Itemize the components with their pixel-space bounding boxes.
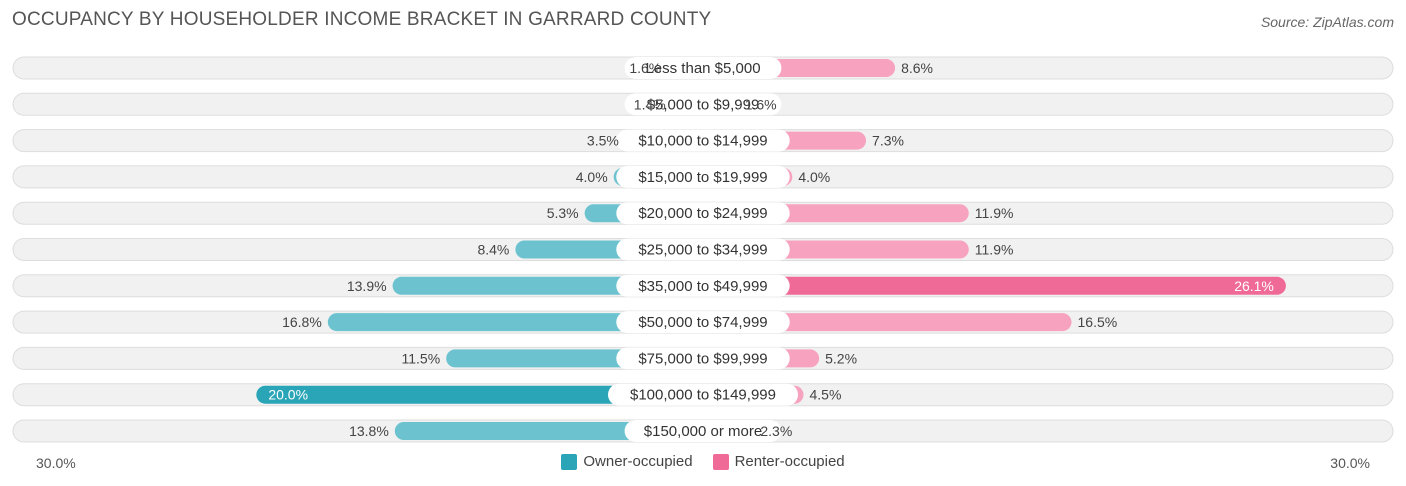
legend-label-owner: Owner-occupied <box>583 453 693 470</box>
owner-value-label: 5.3% <box>547 205 579 221</box>
renter-value-label: 2.3% <box>760 423 792 439</box>
owner-value-label: 8.4% <box>477 242 509 258</box>
category-pill <box>616 165 790 188</box>
category-label: $15,000 to $19,999 <box>638 169 767 186</box>
chart-title: OCCUPANCY BY HOUSEHOLDER INCOME BRACKET … <box>12 9 712 30</box>
category-label: $35,000 to $49,999 <box>638 278 767 295</box>
renter-value-label: 4.5% <box>810 387 842 403</box>
renter-value-label: 16.5% <box>1078 314 1118 330</box>
category-pill <box>616 202 790 225</box>
category-pill <box>624 420 782 442</box>
category-pill <box>616 238 790 261</box>
category-label: $5,000 to $9,999 <box>647 96 760 113</box>
category-label: $10,000 to $14,999 <box>638 133 767 150</box>
category-label: $50,000 to $74,999 <box>638 314 767 331</box>
source-credit: Source: ZipAtlas.com <box>1260 14 1394 30</box>
legend-swatch-renter <box>712 453 729 470</box>
axis-max-label: 30.0% <box>1330 455 1370 471</box>
category-label: $150,000 or more <box>644 423 762 440</box>
category-pill <box>616 274 790 297</box>
legend-item-renter: Renter-occupied <box>712 453 845 470</box>
category-pill <box>616 347 790 370</box>
category-pill <box>624 57 782 79</box>
owner-bar <box>256 385 713 404</box>
legend: Owner-occupied Renter-occupied <box>0 453 1406 470</box>
owner-value-label: 3.5% <box>587 133 619 149</box>
owner-bar <box>327 313 713 332</box>
legend-swatch-owner <box>561 453 578 470</box>
category-label: $100,000 to $149,999 <box>630 387 776 404</box>
category-pill <box>616 129 790 152</box>
owner-value-label: 1.4% <box>634 96 666 112</box>
category-label: Less than $5,000 <box>645 60 760 77</box>
owner-value-label: 16.8% <box>282 314 322 330</box>
category-pill <box>608 383 798 406</box>
axis-min-label: 30.0% <box>36 455 76 471</box>
owner-value-label: 13.9% <box>347 278 387 294</box>
renter-value-label: 8.6% <box>901 60 933 76</box>
category-label: $20,000 to $24,999 <box>638 205 767 222</box>
category-pill <box>624 93 782 116</box>
renter-value-label: 1.6% <box>745 96 777 112</box>
owner-value-label: 11.5% <box>401 350 440 366</box>
legend-label-renter: Renter-occupied <box>734 453 845 470</box>
owner-value-label: 4.0% <box>576 169 608 185</box>
renter-value-label: 4.0% <box>798 169 830 185</box>
category-label: $75,000 to $99,999 <box>638 350 767 367</box>
category-label: $25,000 to $34,999 <box>638 242 767 259</box>
category-pill <box>616 311 790 334</box>
renter-value-label: 7.3% <box>872 133 904 149</box>
owner-value-label: 13.8% <box>349 423 389 439</box>
renter-value-label: 26.1% <box>1234 278 1274 294</box>
owner-value-label: 1.6% <box>629 60 661 76</box>
legend-item-owner: Owner-occupied <box>561 453 693 470</box>
owner-value-label: 20.0% <box>268 387 308 403</box>
renter-value-label: 11.9% <box>975 205 1014 221</box>
renter-bar <box>693 276 1286 295</box>
renter-value-label: 5.2% <box>825 350 857 366</box>
renter-value-label: 11.9% <box>975 242 1014 258</box>
